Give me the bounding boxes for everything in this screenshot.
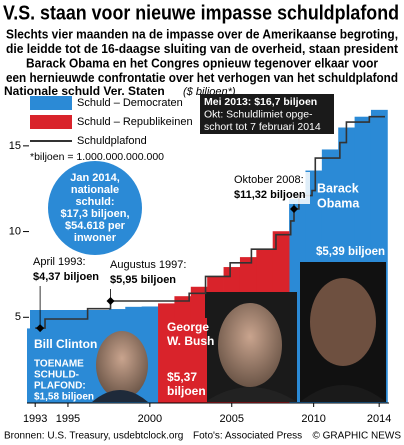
callout-text: Okt: Schuldlimiet opge- bbox=[204, 108, 313, 120]
x-tick-label: 1995 bbox=[56, 413, 80, 425]
callout-box bbox=[200, 94, 334, 134]
x-tick-label: 2005 bbox=[220, 413, 244, 425]
annotation-text: $5,95 biljoen bbox=[110, 274, 176, 286]
portrait-note: $1,58 biljoen bbox=[34, 392, 94, 403]
annotation-text: April 1993: bbox=[33, 256, 86, 268]
obama-suit bbox=[300, 385, 386, 402]
circle-text: $54.618 per bbox=[65, 220, 126, 232]
clinton-suit bbox=[92, 390, 148, 402]
circle-text: Jan 2014, bbox=[70, 172, 120, 184]
bush-photo bbox=[218, 303, 282, 387]
circle-note bbox=[48, 161, 142, 255]
annotation-text: $4,37 biljoen bbox=[33, 271, 99, 283]
legend-label: Schuld – Democraten bbox=[77, 97, 183, 109]
subtitle: Slechts vier maanden na de impasse over … bbox=[6, 27, 398, 41]
sources: Bronnen: U.S. Treasury, usdebtclock.org bbox=[4, 431, 183, 442]
circle-text: nationale bbox=[71, 184, 119, 196]
portrait-note: biljoen bbox=[167, 384, 206, 398]
annotation-text: Oktober 2008: bbox=[234, 174, 304, 186]
x-tick-label: 2014 bbox=[367, 413, 391, 425]
portrait-note: $5,39 biljoen bbox=[316, 246, 385, 258]
chart-title: V.S. staan voor nieuwe impasse schuldpla… bbox=[3, 2, 399, 24]
portrait-name: George bbox=[167, 320, 209, 334]
x-tick-label: 1993 bbox=[23, 413, 47, 425]
legend-swatch bbox=[30, 115, 72, 129]
portrait-name: Barack bbox=[317, 181, 359, 195]
legend-label: Schuldplafond bbox=[77, 135, 147, 147]
portrait-name: W. Bush bbox=[167, 334, 214, 348]
x-tick-label: 2010 bbox=[301, 413, 325, 425]
annotation-marker bbox=[36, 324, 45, 333]
photos bbox=[30, 262, 386, 402]
footnote: *biljoen = 1.000.000.000.000 bbox=[30, 151, 164, 163]
subtitle: Barack Obama en het Congres opnieuw tege… bbox=[26, 56, 378, 70]
subtitle: een hernieuwde confrontatie over het ver… bbox=[6, 71, 398, 85]
portrait-note: TOENAME bbox=[34, 359, 84, 370]
bush-suit bbox=[205, 387, 297, 402]
annotation-marker bbox=[106, 297, 115, 305]
portrait-note: $5,37 bbox=[167, 370, 197, 384]
callout-text: schort tot 7 februari 2014 bbox=[204, 121, 321, 133]
obama-photo bbox=[310, 278, 376, 366]
clinton-photo bbox=[96, 331, 148, 399]
portrait-name: Bill Clinton bbox=[34, 337, 97, 351]
annotation-text: $11,32 biljoen bbox=[234, 189, 306, 201]
callout-text: Mei 2013: $16,7 biljoen bbox=[204, 96, 317, 108]
subtitle: die leidde tot de 16-daagse sluiting van… bbox=[6, 42, 399, 56]
circle-text: $17,3 biljoen, bbox=[60, 208, 129, 220]
circle-text: inwoner bbox=[74, 232, 117, 244]
legend-swatch bbox=[30, 96, 72, 110]
portrait-note: SCHULD- bbox=[34, 370, 79, 381]
annotation-text: Augustus 1997: bbox=[110, 259, 186, 271]
portrait-name: Obama bbox=[317, 196, 360, 210]
annotation-marker bbox=[289, 204, 298, 213]
bush-label bbox=[163, 318, 207, 402]
legend-label: Schuld – Republikeinen bbox=[77, 116, 193, 128]
y-tick-label: 5 bbox=[15, 311, 21, 323]
y-tick-label: 10 bbox=[9, 225, 21, 237]
annotation-box bbox=[232, 172, 310, 204]
x-tick-label: 2000 bbox=[138, 413, 162, 425]
credit: © GRAPHIC NEWS bbox=[313, 431, 402, 442]
photo-credit: Foto's: Associated Press bbox=[193, 431, 302, 442]
portrait-note: PLAFOND: bbox=[34, 381, 86, 392]
circle-text: schuld: bbox=[75, 196, 114, 208]
y-tick-label: 15 bbox=[9, 140, 21, 152]
heading: Nationale schuld Ver. Staten bbox=[4, 84, 165, 98]
